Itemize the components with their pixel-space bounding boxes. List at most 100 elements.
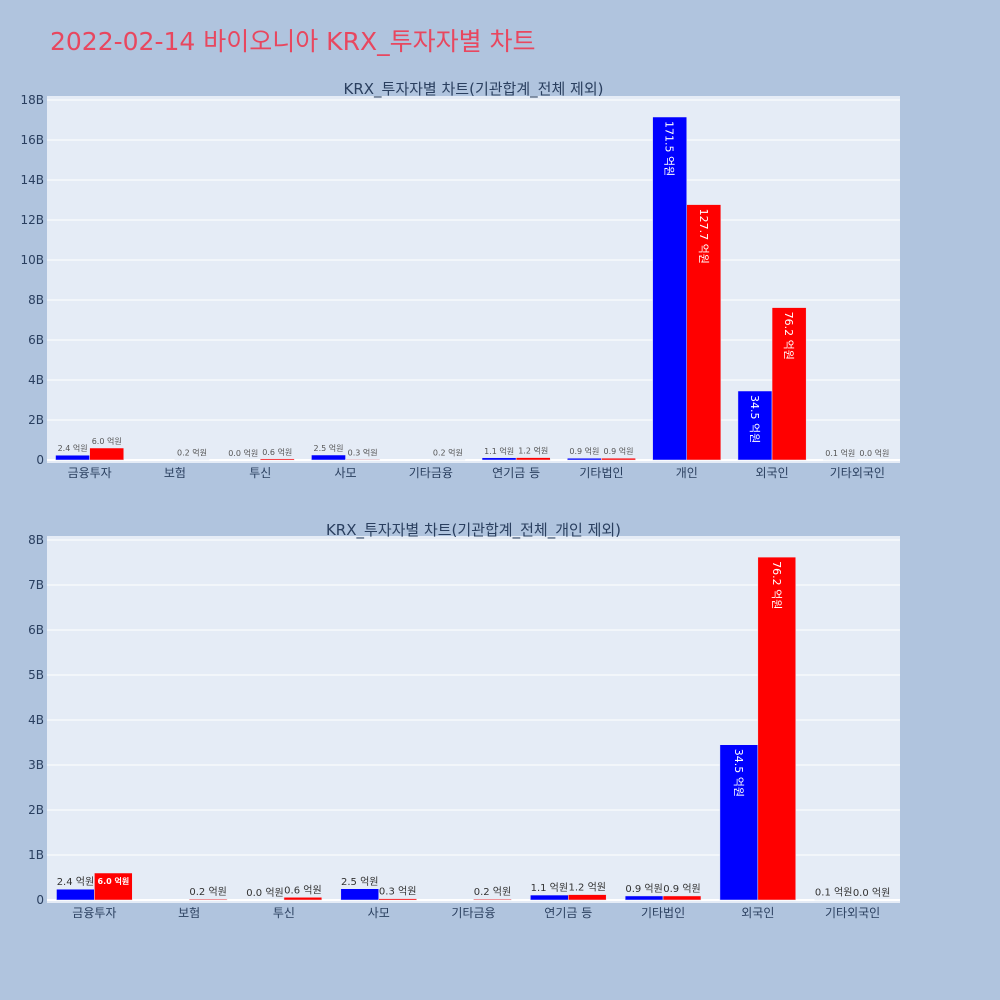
bar [188, 898, 228, 901]
chart-title-1: KRX_투자자별 차트(기관합계_전체 제외) [344, 80, 604, 99]
bar [345, 459, 380, 461]
y-tick-label: 8B [28, 293, 44, 307]
bar-label: 171.5 억원 [663, 121, 676, 176]
y-tick-label: 10B [20, 253, 44, 267]
bar-label: 2.4 억원 [57, 876, 94, 888]
y-tick-label: 7B [28, 578, 44, 592]
y-tick-label: 2B [28, 803, 44, 817]
bar [89, 447, 125, 461]
bar [624, 895, 664, 901]
bar [568, 894, 607, 901]
bar-label: 0.2 억원 [474, 886, 511, 898]
x-tick-label: 사모 [368, 906, 390, 920]
y-tick-label: 0 [36, 893, 44, 907]
y-tick-label: 1B [28, 848, 44, 862]
bar-label: 127.7 억원 [697, 209, 710, 264]
y-tick-label: 16B [20, 133, 44, 147]
bar [719, 744, 759, 901]
bar-label: 0.6 억원 [262, 447, 292, 457]
y-tick-label: 6B [28, 333, 44, 347]
x-tick-label: 외국인 [741, 906, 774, 920]
bar [283, 897, 323, 901]
x-tick-label: 기타금융 [451, 906, 495, 920]
bar [652, 116, 688, 461]
bar-label: 1.1 억원 [531, 882, 568, 894]
bar-label: 0.0 억원 [859, 448, 889, 458]
x-tick-label: 연기금 등 [492, 466, 540, 480]
bar [340, 888, 379, 901]
y-tick-label: 6B [28, 623, 44, 637]
bar-label: 0.3 억원 [379, 886, 416, 898]
bar-label: 0.0 억원 [853, 887, 890, 899]
x-tick-label: 연기금 등 [544, 906, 592, 920]
bar-label: 0.2 억원 [433, 448, 463, 458]
bar-label: 0.3 억원 [348, 447, 378, 457]
bar [567, 457, 602, 461]
y-tick-label: 5B [28, 668, 44, 682]
bar-label: 0.0 억원 [246, 887, 283, 899]
x-tick-label: 기타법인 [641, 906, 685, 920]
bar [662, 895, 702, 901]
bar-label: 0.2 억원 [177, 448, 207, 458]
x-tick-label: 외국인 [755, 466, 788, 480]
bar [311, 454, 346, 461]
x-tick-label: 보험 [178, 906, 200, 920]
bar [686, 204, 722, 461]
bar-label: 1.1 억원 [484, 446, 514, 456]
x-tick-label: 금융투자 [68, 466, 112, 480]
bar-label: 1.2 억원 [518, 446, 548, 456]
x-tick-label: 기타금융 [409, 466, 453, 480]
chart-title-2: KRX_투자자별 차트(기관합계_전체_개인 제외) [326, 521, 621, 540]
bar-label: 76.2 억원 [770, 561, 783, 609]
bar [56, 888, 95, 901]
x-tick-label: 사모 [335, 466, 357, 480]
x-tick-label: 보험 [164, 466, 186, 480]
y-tick-label: 3B [28, 758, 44, 772]
bar-label: 34.5 억원 [732, 749, 745, 797]
x-tick-label: 투신 [273, 906, 295, 920]
bar [378, 898, 417, 901]
bar-label: 2.5 억원 [341, 876, 378, 888]
bar-label: 6.0 억원 [92, 436, 122, 446]
y-tick-label: 18B [20, 93, 44, 107]
bar-label: 76.2 억원 [782, 312, 795, 360]
bar-label: 6.0 억원 [98, 876, 130, 886]
y-tick-label: 12B [20, 213, 44, 227]
bar [601, 457, 636, 461]
x-tick-label: 개인 [676, 466, 698, 480]
y-tick-label: 0 [36, 453, 44, 467]
bar-label: 34.5 억원 [748, 395, 761, 443]
bar [481, 457, 517, 461]
y-tick-label: 14B [20, 173, 44, 187]
x-tick-label: 금융투자 [72, 906, 116, 920]
y-tick-label: 4B [28, 373, 44, 387]
bar [737, 390, 773, 461]
x-tick-label: 기타외국인 [830, 466, 885, 480]
bar [94, 872, 133, 901]
bar-label: 0.2 억원 [189, 886, 226, 898]
bar-label: 1.2 억원 [568, 882, 605, 894]
bar-label: 0.1 억원 [815, 887, 852, 899]
bar-label: 2.4 억원 [58, 443, 88, 453]
bar [473, 898, 512, 901]
bar [55, 454, 90, 461]
x-tick-label: 기타외국인 [825, 906, 880, 920]
bar-label: 0.9 억원 [625, 883, 662, 895]
bar-label: 0.9 억원 [569, 446, 599, 456]
bar [757, 556, 796, 901]
bar [515, 457, 551, 461]
bar-label: 0.9 억원 [663, 883, 700, 895]
bar [530, 894, 569, 901]
y-tick-label: 8B [28, 533, 44, 547]
bar [260, 458, 295, 461]
bar-label: 2.5 억원 [313, 443, 343, 453]
bar-label: 0.9 억원 [604, 446, 634, 456]
x-tick-label: 기타법인 [579, 466, 623, 480]
x-tick-label: 투신 [249, 466, 271, 480]
y-tick-label: 2B [28, 413, 44, 427]
page-title: 2022-02-14 바이오니아 KRX_투자자별 차트 [50, 27, 536, 56]
bar-label: 0.0 억원 [228, 448, 258, 458]
bar-label: 0.1 억원 [825, 448, 855, 458]
